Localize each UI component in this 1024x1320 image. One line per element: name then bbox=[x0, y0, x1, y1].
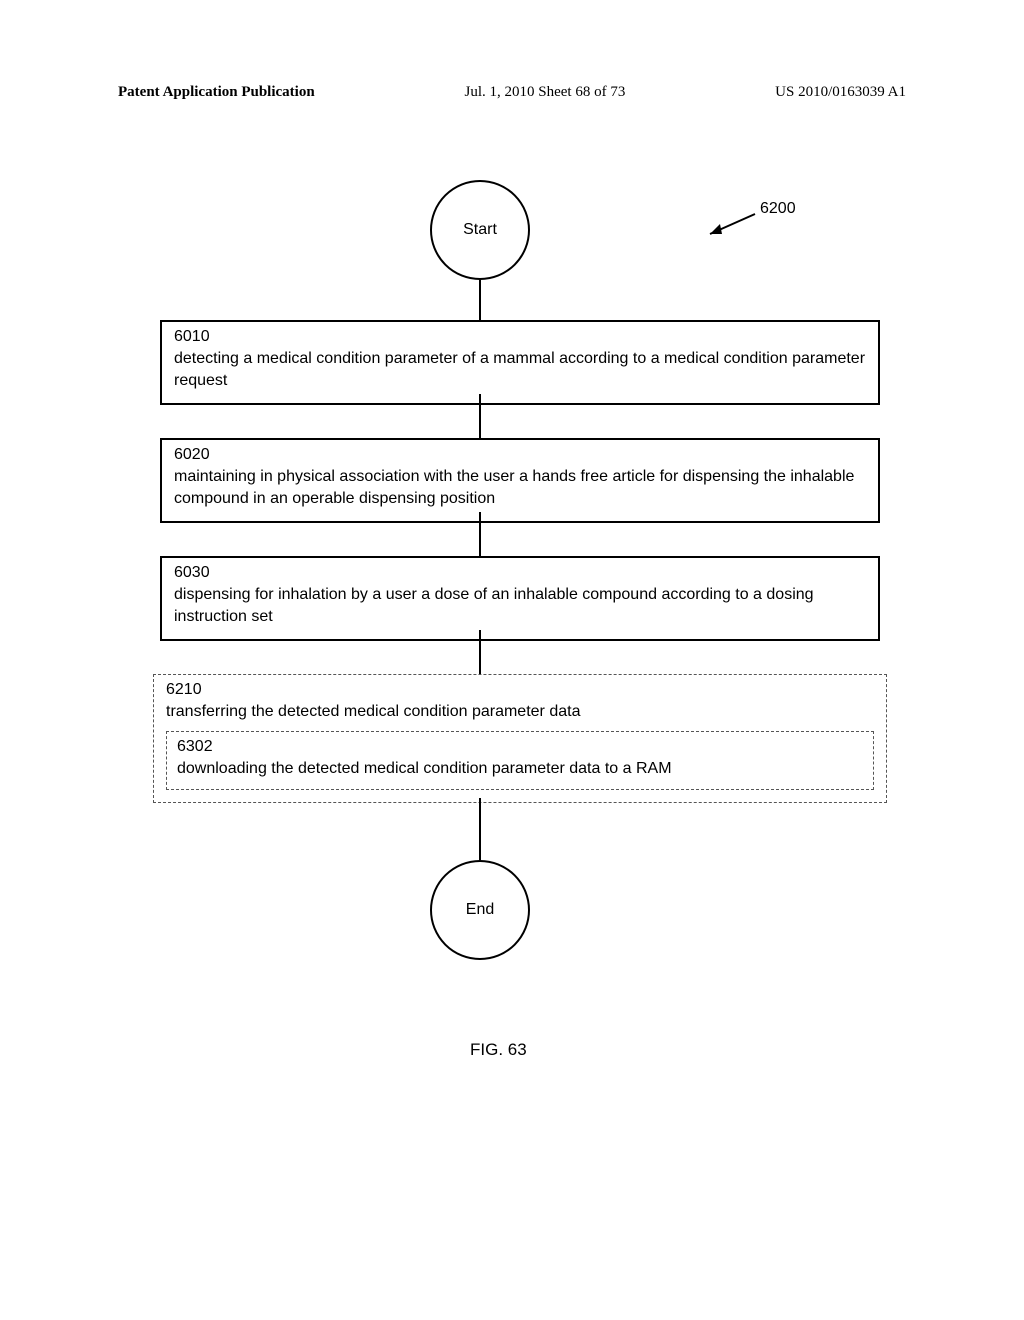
step-6030: 6030 dispensing for inhalation by a user… bbox=[160, 556, 880, 641]
flowchart: Start 6200 6010 detecting a medical cond… bbox=[0, 170, 1024, 1150]
step-text: downloading the detected medical conditi… bbox=[177, 760, 672, 777]
step-6010: 6010 detecting a medical condition param… bbox=[160, 320, 880, 405]
header-right: US 2010/0163039 A1 bbox=[775, 84, 906, 101]
step-num: 6010 bbox=[174, 328, 866, 346]
connector bbox=[479, 512, 481, 556]
end-label: End bbox=[466, 901, 494, 919]
end-terminal: End bbox=[430, 860, 530, 960]
step-text: maintaining in physical association with… bbox=[174, 468, 854, 507]
connector bbox=[479, 280, 481, 320]
header-left: Patent Application Publication bbox=[118, 84, 315, 101]
step-num: 6302 bbox=[177, 738, 863, 756]
connector bbox=[479, 394, 481, 438]
header-center: Jul. 1, 2010 Sheet 68 of 73 bbox=[465, 84, 626, 101]
ref-number: 6200 bbox=[760, 200, 796, 218]
page-header: Patent Application Publication Jul. 1, 2… bbox=[0, 84, 1024, 101]
step-6020: 6020 maintaining in physical association… bbox=[160, 438, 880, 523]
leader-line bbox=[700, 212, 760, 242]
figure-caption: FIG. 63 bbox=[470, 1040, 527, 1060]
connector bbox=[479, 630, 481, 674]
step-text: detecting a medical condition parameter … bbox=[174, 350, 865, 389]
start-label: Start bbox=[463, 221, 497, 239]
step-num: 6030 bbox=[174, 564, 866, 582]
step-6210: 6210 transferring the detected medical c… bbox=[153, 674, 887, 803]
page: Patent Application Publication Jul. 1, 2… bbox=[0, 0, 1024, 1320]
step-num: 6020 bbox=[174, 446, 866, 464]
step-num: 6210 bbox=[166, 681, 874, 699]
step-6302: 6302 downloading the detected medical co… bbox=[166, 731, 874, 791]
start-terminal: Start bbox=[430, 180, 530, 280]
step-text: transferring the detected medical condit… bbox=[166, 703, 580, 720]
connector bbox=[479, 798, 481, 860]
step-text: dispensing for inhalation by a user a do… bbox=[174, 586, 814, 625]
